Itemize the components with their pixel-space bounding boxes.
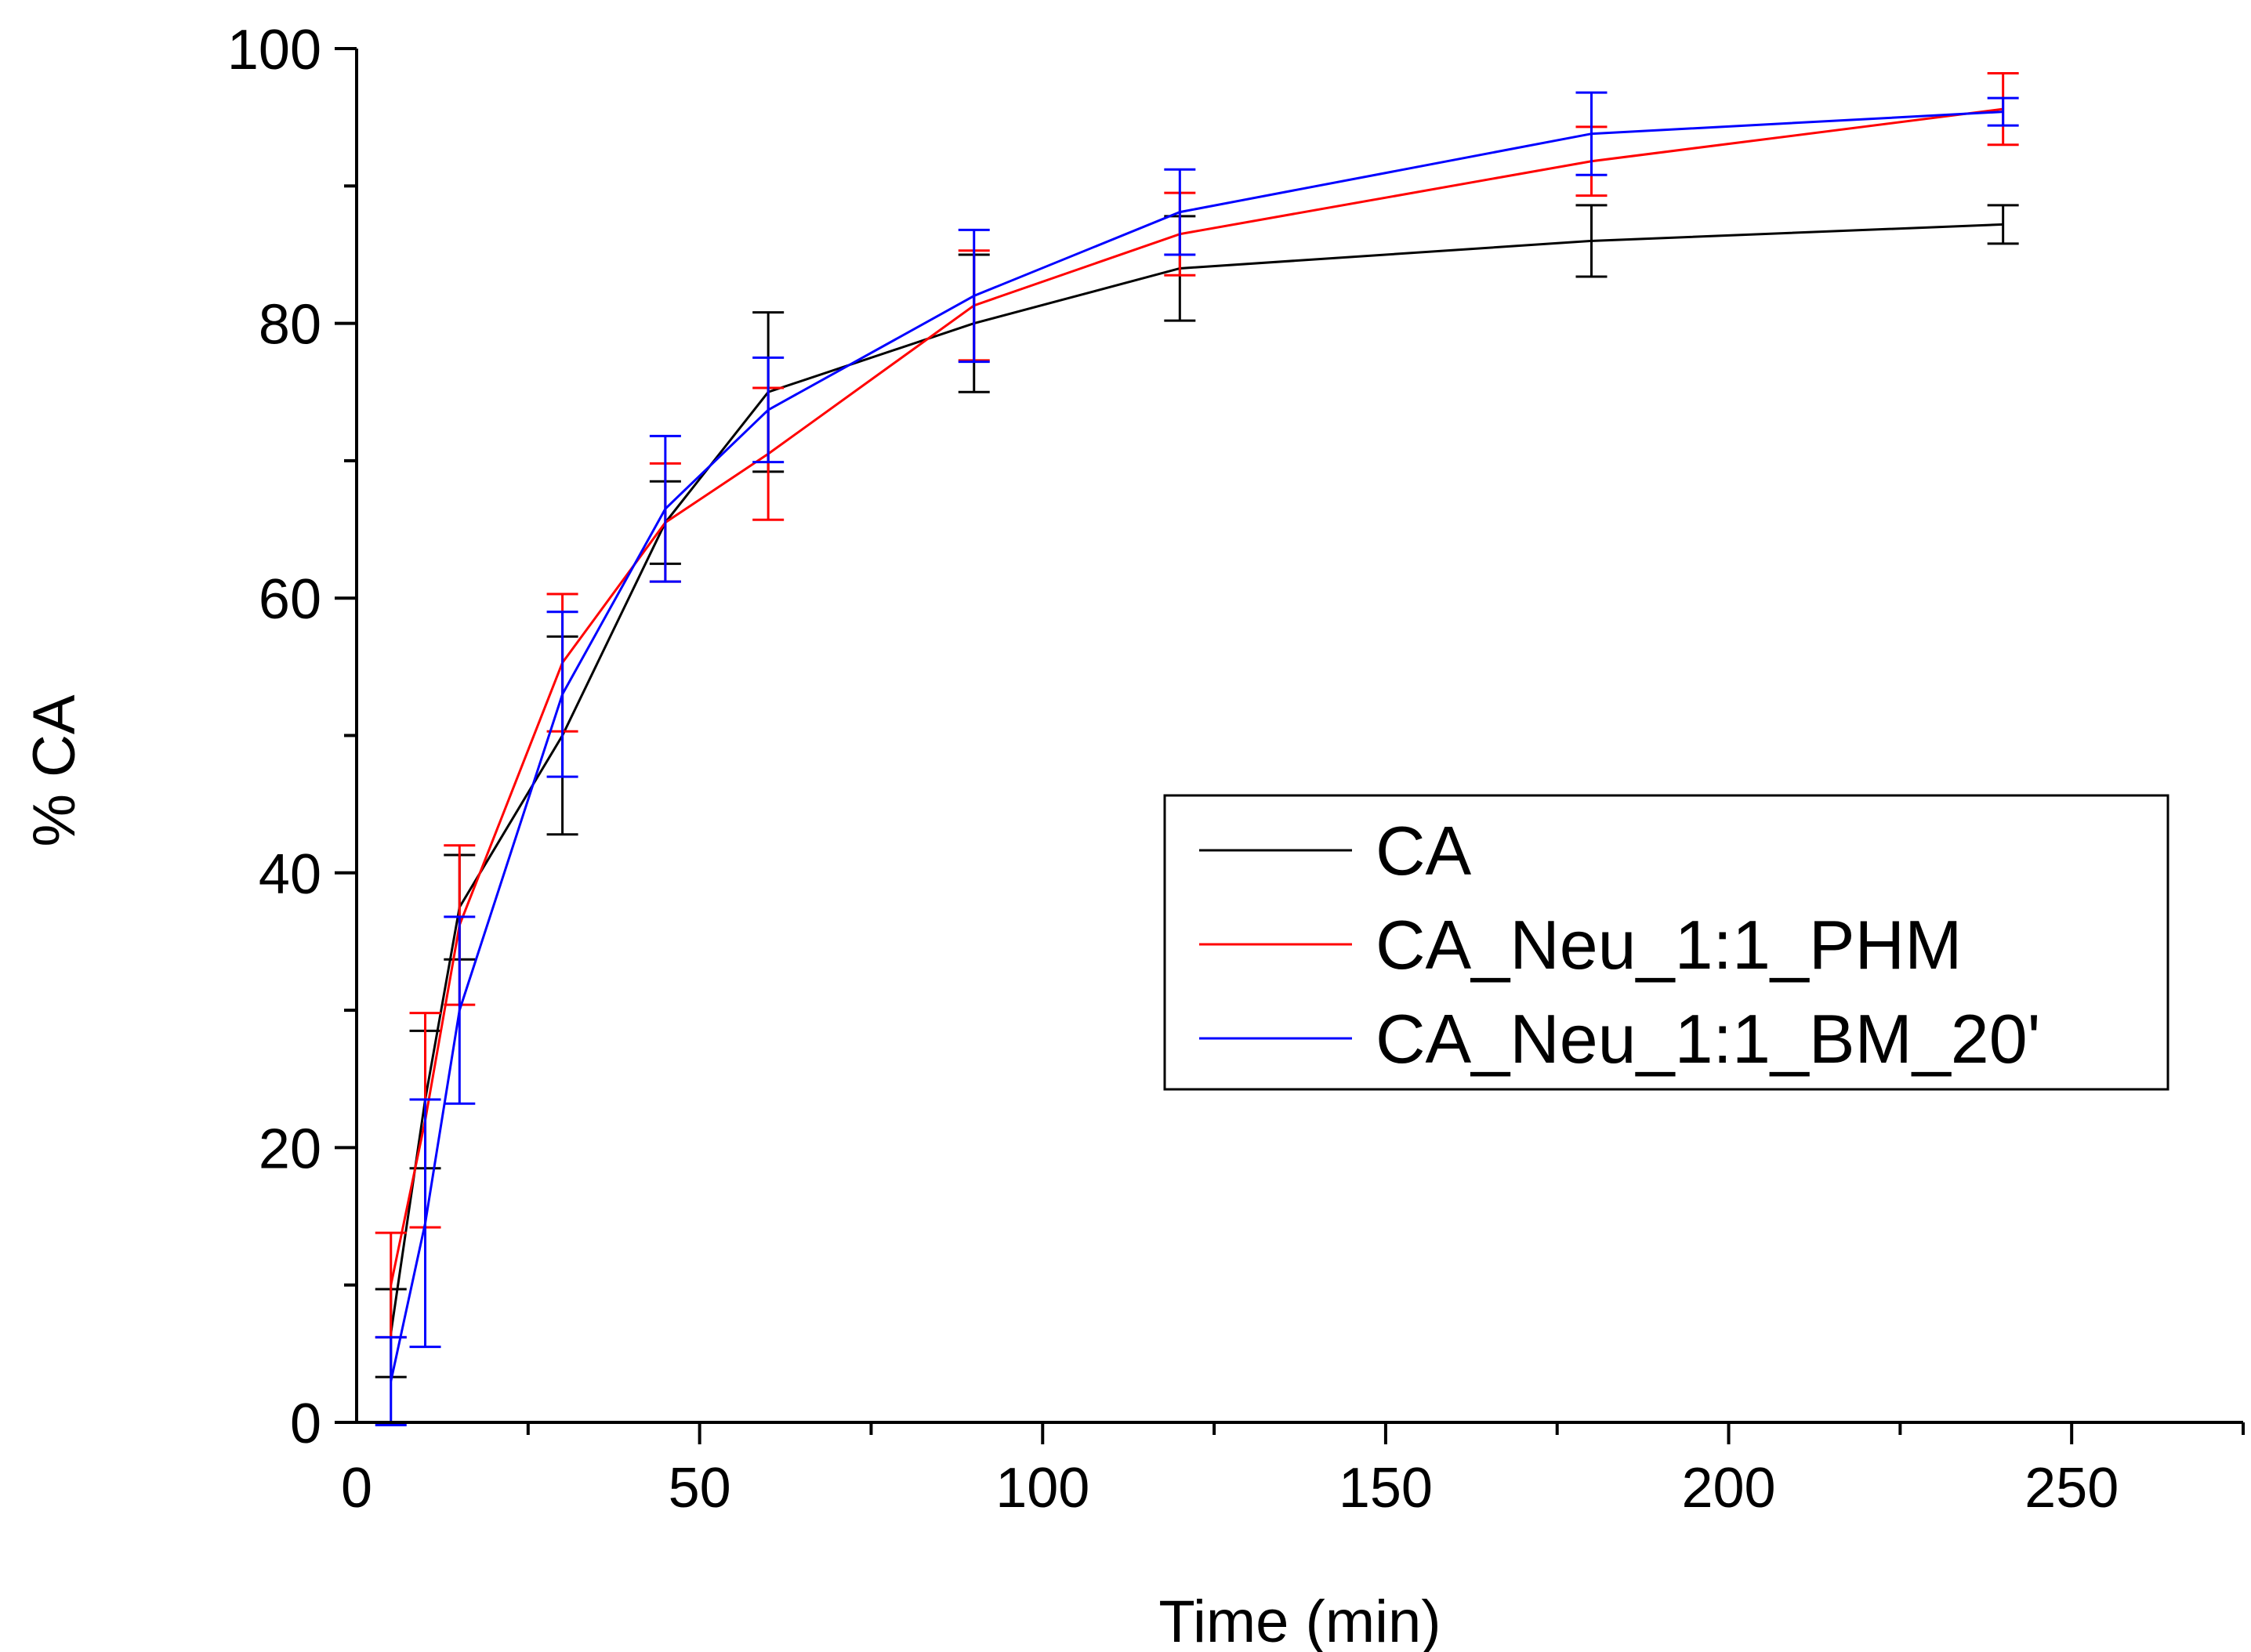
error-bar bbox=[375, 1335, 407, 1427]
x-tick-label: 0 bbox=[341, 1457, 372, 1520]
error-bar bbox=[1987, 96, 2019, 127]
legend-label-ca-neu-phm: CA_Neu_1:1_PHM bbox=[1376, 906, 1962, 984]
x-axis-title: Time (min) bbox=[1158, 1589, 1441, 1652]
legend: CA CA_Neu_1:1_PHM CA_Neu_1:1_BM_20' bbox=[1163, 794, 2169, 1091]
x-tick-label: 250 bbox=[2024, 1457, 2119, 1520]
error-bar bbox=[409, 1098, 441, 1349]
plot-marks bbox=[375, 72, 2019, 1427]
error-bar bbox=[1575, 91, 1608, 176]
error-bar bbox=[546, 610, 578, 778]
y-tick-label: 20 bbox=[259, 1118, 321, 1180]
series-group-0 bbox=[375, 204, 2019, 1378]
error-bar bbox=[752, 356, 785, 464]
error-bar bbox=[1575, 204, 1608, 278]
series-line bbox=[390, 223, 2003, 1334]
y-axis-ticks: 0 20 40 60 80 100 bbox=[227, 19, 357, 1455]
y-axis-title: % CA bbox=[21, 694, 88, 847]
y-tick-label: 100 bbox=[227, 19, 321, 82]
x-axis-ticks: 0 50 100 150 200 250 bbox=[341, 1422, 2245, 1520]
legend-box bbox=[1163, 794, 2169, 1091]
series-line bbox=[390, 107, 2003, 1286]
x-tick-label: 200 bbox=[1681, 1457, 1775, 1520]
legend-label-ca: CA bbox=[1376, 812, 1472, 889]
y-tick-label: 0 bbox=[290, 1393, 321, 1455]
y-tick-label: 80 bbox=[259, 294, 321, 357]
series-group-2 bbox=[375, 91, 2019, 1427]
legend-label-ca-neu-bm: CA_Neu_1:1_BM_20' bbox=[1376, 1000, 2040, 1078]
error-bar bbox=[375, 1231, 407, 1339]
x-tick-label: 50 bbox=[669, 1457, 731, 1520]
series-line bbox=[390, 110, 2003, 1382]
error-bar bbox=[649, 434, 681, 583]
series-group-1 bbox=[375, 72, 2019, 1339]
y-tick-label: 60 bbox=[259, 568, 321, 631]
error-bar bbox=[958, 228, 990, 364]
x-tick-label: 150 bbox=[1339, 1457, 1433, 1520]
error-bar bbox=[1987, 204, 2019, 245]
x-tick-label: 100 bbox=[995, 1457, 1089, 1520]
error-bar bbox=[1164, 168, 1196, 256]
y-tick-label: 40 bbox=[259, 843, 321, 906]
error-bar bbox=[444, 915, 476, 1105]
